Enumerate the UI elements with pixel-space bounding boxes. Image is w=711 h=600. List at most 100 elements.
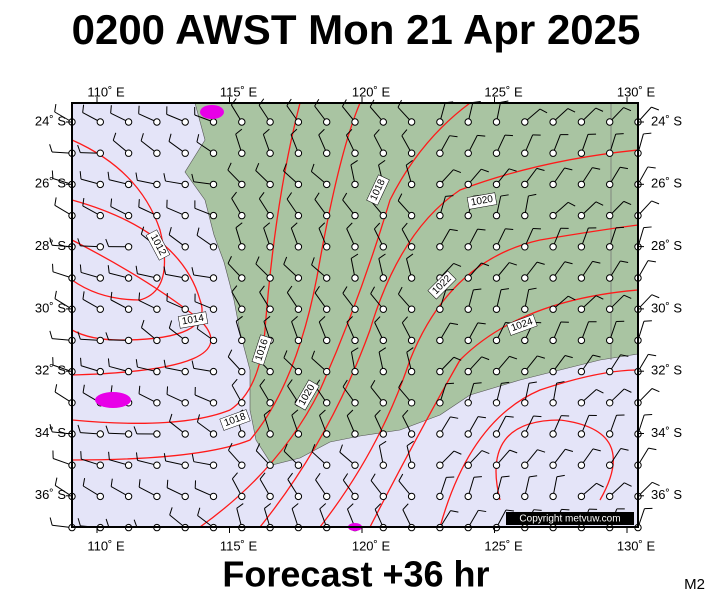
- barb-flag: [82, 291, 85, 300]
- barb-flag: [318, 316, 326, 323]
- barb-flag: [112, 132, 117, 141]
- axes: 110˚ E 110˚ E 115˚ E 115˚ E 120˚ E 120˚ E 125˚…: [35, 84, 682, 553]
- station: [181, 336, 189, 345]
- station: [153, 211, 161, 220]
- station: [521, 399, 529, 407]
- barb-flag: [620, 354, 629, 357]
- barb-flag: [287, 379, 293, 387]
- station: [379, 305, 387, 313]
- station: [181, 118, 189, 126]
- barb-flag: [263, 128, 270, 135]
- barb-flag: [77, 238, 81, 247]
- station: [492, 367, 501, 376]
- station: [266, 211, 274, 220]
- label-box: [251, 334, 273, 366]
- barb-flag: [477, 416, 487, 419]
- station: [323, 243, 331, 251]
- barb-flag: [286, 192, 293, 200]
- station: [351, 180, 359, 189]
- station: [266, 149, 274, 157]
- station: [266, 118, 274, 126]
- station: [351, 367, 359, 376]
- station: [351, 274, 359, 282]
- copyright: Copyright metvuw.com: [519, 514, 620, 525]
- barb-flag: [477, 134, 486, 137]
- station: [407, 274, 416, 282]
- lat-label-right: 34˚ S: [651, 425, 682, 440]
- barb-flag: [110, 105, 112, 114]
- barb-flag: [449, 228, 458, 232]
- label-box: [506, 314, 538, 336]
- station: [96, 243, 105, 251]
- barb-flag: [263, 315, 271, 322]
- barb-flag: [567, 108, 576, 113]
- barb-flag: [49, 237, 53, 246]
- station: [238, 336, 246, 345]
- barb-flag: [311, 257, 315, 266]
- station: [153, 492, 161, 501]
- station: [577, 492, 586, 501]
- barb-flag: [508, 168, 517, 172]
- station: [294, 367, 303, 376]
- station: [464, 336, 472, 345]
- barb-flag: [509, 355, 518, 360]
- station: [209, 430, 218, 438]
- barb-flag: [623, 294, 632, 299]
- barb-flag: [509, 449, 518, 454]
- station: [606, 305, 614, 313]
- barb-flag: [619, 166, 628, 170]
- station: [407, 211, 416, 220]
- barb-flag: [504, 134, 513, 137]
- station: [153, 399, 161, 407]
- station: [294, 305, 303, 313]
- isobar-label: 1014: [177, 311, 209, 329]
- station: [153, 118, 161, 126]
- title: 0200 AWST Mon 21 Apr 2025: [72, 6, 641, 53]
- lon-label-bottom: 115˚ E: [220, 538, 258, 553]
- station: [96, 305, 105, 313]
- station: [379, 430, 387, 438]
- barb-flag: [402, 503, 409, 510]
- station: [606, 274, 614, 282]
- barb-flag: [473, 382, 482, 385]
- barb-flag: [623, 200, 632, 206]
- lon-label-top: 130˚ E: [617, 84, 656, 99]
- station: [351, 430, 359, 438]
- station: [294, 430, 303, 438]
- station: [492, 243, 501, 251]
- station: [436, 336, 444, 345]
- barb-flag: [311, 350, 316, 359]
- barb-flag: [346, 222, 353, 229]
- barb-flag: [196, 134, 200, 143]
- barb-flag: [79, 171, 82, 180]
- station: [181, 180, 189, 189]
- barb-flag: [397, 193, 403, 201]
- station: [323, 399, 331, 407]
- barb-flag: [314, 285, 320, 294]
- station: [577, 211, 586, 220]
- barb-flag: [564, 167, 573, 171]
- barb-flag: [77, 144, 81, 153]
- barb-flag: [105, 238, 110, 247]
- station: [577, 149, 586, 157]
- barb-flag: [135, 265, 138, 274]
- barb-flag: [315, 472, 321, 481]
- lat-label-left: 34˚ S: [35, 425, 66, 440]
- station: [294, 243, 303, 251]
- station: [379, 399, 387, 407]
- barb-flag: [596, 389, 604, 394]
- station: [436, 180, 444, 189]
- station: [521, 430, 529, 438]
- barb-flag: [138, 199, 140, 208]
- station: [153, 274, 161, 282]
- station: [407, 367, 416, 376]
- barb-flag: [291, 409, 299, 416]
- barb-flag: [339, 444, 343, 453]
- station: [124, 492, 133, 501]
- station: [521, 149, 529, 157]
- station: [464, 180, 472, 189]
- barb-flag: [477, 322, 486, 325]
- barb-flag: [401, 316, 408, 324]
- barb-flag: [263, 222, 271, 229]
- barb-flag: [286, 285, 293, 293]
